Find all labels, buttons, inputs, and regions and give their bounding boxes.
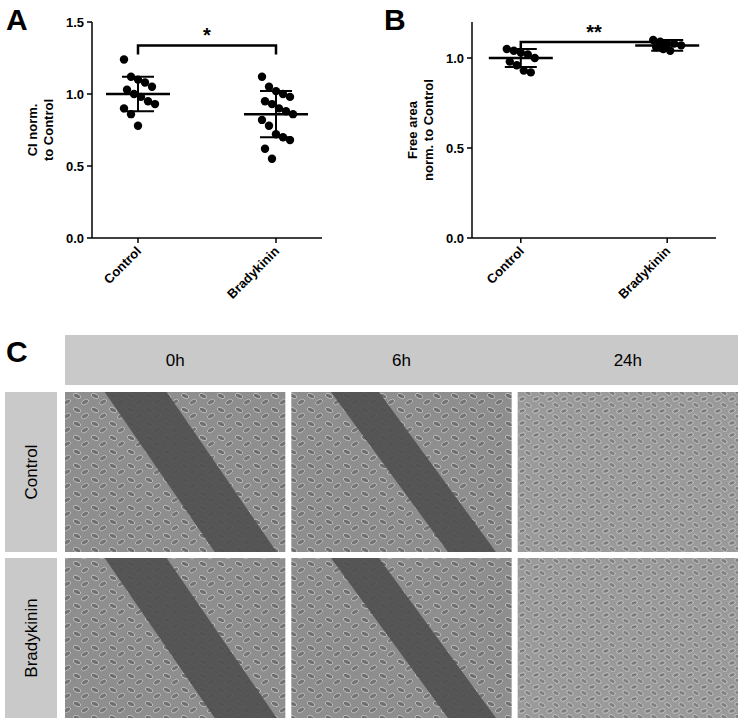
micrograph	[65, 558, 285, 718]
row-band	[5, 558, 57, 718]
y-axis	[91, 22, 93, 238]
point	[123, 85, 131, 93]
y-tick-label: 1.5	[66, 15, 84, 30]
panel-0: A 0.0 0.5 1.0 1.5 CI norm.to Control Control Br…	[6, 3, 322, 302]
point	[265, 121, 273, 129]
point	[261, 145, 269, 153]
x-tick	[275, 238, 277, 243]
y-axis-title: Free areanorm. to Control	[405, 79, 436, 181]
point	[151, 100, 159, 108]
x-tick-label: Control	[101, 244, 144, 287]
y-tick	[87, 21, 92, 23]
row-band	[5, 392, 57, 552]
y-tick	[87, 165, 92, 167]
micrograph	[291, 558, 511, 718]
row-label: Bradykinin	[22, 598, 41, 677]
column-label: 6h	[392, 351, 411, 370]
marks	[106, 55, 308, 163]
column-label: 24h	[614, 351, 642, 370]
point	[513, 61, 521, 69]
point	[120, 55, 128, 63]
y-axis-title-line: to Control	[41, 99, 56, 161]
micrograph	[291, 392, 511, 552]
y-tick-label: 0.0	[446, 231, 464, 246]
y-tick	[87, 237, 92, 239]
x-tick	[520, 238, 522, 243]
y-tick-label: 1.0	[446, 51, 464, 66]
y-axis-title-line: CI norm.	[25, 104, 40, 157]
significance-bracket	[138, 45, 276, 54]
x-axis	[92, 237, 322, 239]
y-axis-title-line: Free area	[405, 100, 420, 159]
point	[286, 93, 294, 101]
panel-letter: C	[6, 335, 28, 368]
x-tick-label: Bradykinin	[615, 243, 673, 301]
header-band	[65, 335, 738, 385]
point	[268, 100, 276, 108]
image-grid: C 0h 6h 24h Control Bradykinin	[5, 335, 738, 718]
micrograph	[518, 392, 738, 552]
error-bar	[122, 77, 154, 112]
x-tick	[666, 238, 668, 243]
panel-letter: A	[6, 3, 28, 36]
significance-label: *	[203, 24, 211, 46]
column-label: 0h	[166, 351, 185, 370]
figure: A 0.0 0.5 1.0 1.5 CI norm.to Control Control Br…	[0, 0, 744, 724]
y-tick-label: 1.0	[66, 87, 84, 102]
scratch	[105, 558, 277, 718]
row-label: Control	[22, 445, 41, 500]
panel-1: B 0.0 0.5 1.0 Free areanorm. to Control Contr…	[384, 3, 716, 302]
y-tick-label: 0.5	[446, 141, 464, 156]
scratch	[331, 392, 496, 552]
error-bar	[260, 91, 292, 137]
point	[510, 47, 518, 55]
y-tick	[87, 93, 92, 95]
y-axis	[471, 22, 473, 238]
x-tick-label: Bradykinin	[224, 243, 282, 301]
scratch	[105, 392, 277, 552]
micrograph	[518, 558, 738, 718]
y-tick-label: 0.0	[66, 231, 84, 246]
y-tick-label: 0.5	[66, 159, 84, 174]
x-tick	[137, 238, 139, 243]
x-axis	[472, 237, 716, 239]
point	[258, 116, 266, 124]
y-tick	[467, 147, 472, 149]
significance-label: **	[586, 21, 602, 43]
scratch	[331, 558, 496, 718]
point	[265, 83, 273, 91]
error-bar	[505, 49, 537, 67]
y-axis-title-line: norm. to Control	[421, 79, 436, 181]
y-axis-title: CI norm.to Control	[25, 99, 56, 161]
significance-bracket	[521, 42, 667, 51]
point	[258, 73, 266, 81]
point	[134, 121, 142, 129]
micrograph	[65, 392, 285, 552]
point	[268, 155, 276, 163]
panel-letter: B	[384, 3, 406, 36]
x-tick-label: Control	[484, 244, 527, 287]
y-tick	[467, 57, 472, 59]
point	[148, 83, 156, 91]
y-tick	[467, 237, 472, 239]
point	[527, 68, 535, 76]
point	[141, 78, 149, 86]
